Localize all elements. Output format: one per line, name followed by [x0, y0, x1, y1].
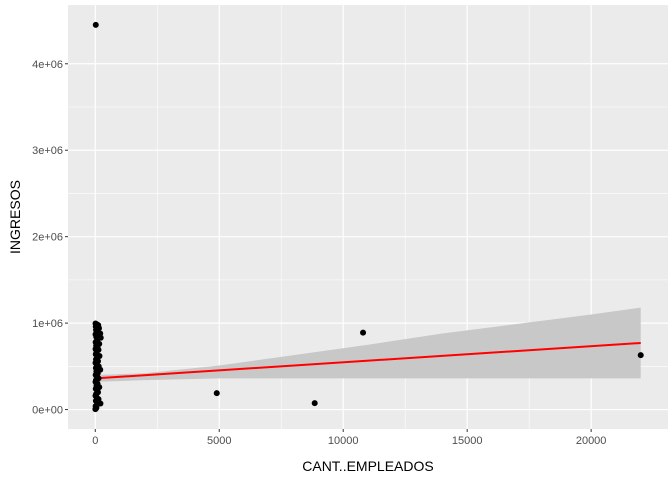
data-point: [637, 352, 644, 359]
data-point: [360, 329, 367, 336]
data-points: [92, 21, 644, 413]
y-axis-ticks: 0e+00 1e+06 2e+06 3e+06 4e+06: [32, 59, 68, 417]
data-point: [213, 390, 220, 397]
data-point: [92, 21, 99, 28]
y-tick-label: 4e+06: [32, 59, 63, 71]
y-axis-title: INGRESOS: [7, 180, 23, 254]
x-tick-label: 15000: [452, 435, 483, 447]
data-point: [92, 406, 99, 413]
x-tick-label: 5000: [207, 435, 231, 447]
y-tick-label: 1e+06: [32, 318, 63, 330]
x-tick-label: 0: [92, 435, 98, 447]
y-tick-label: 3e+06: [32, 145, 63, 157]
x-tick-label: 20000: [576, 435, 607, 447]
regression-line: [95, 341, 641, 380]
x-axis-title: CANT..EMPLEADOS: [302, 458, 433, 474]
data-point: [311, 400, 318, 407]
x-axis-ticks: 0 5000 10000 15000 20000: [92, 429, 606, 447]
y-tick-label: 0e+00: [32, 405, 63, 417]
minor-grid-lines: [68, 5, 668, 429]
y-tick-label: 2e+06: [32, 232, 63, 244]
x-tick-label: 10000: [328, 435, 359, 447]
confidence-band: [95, 307, 641, 382]
